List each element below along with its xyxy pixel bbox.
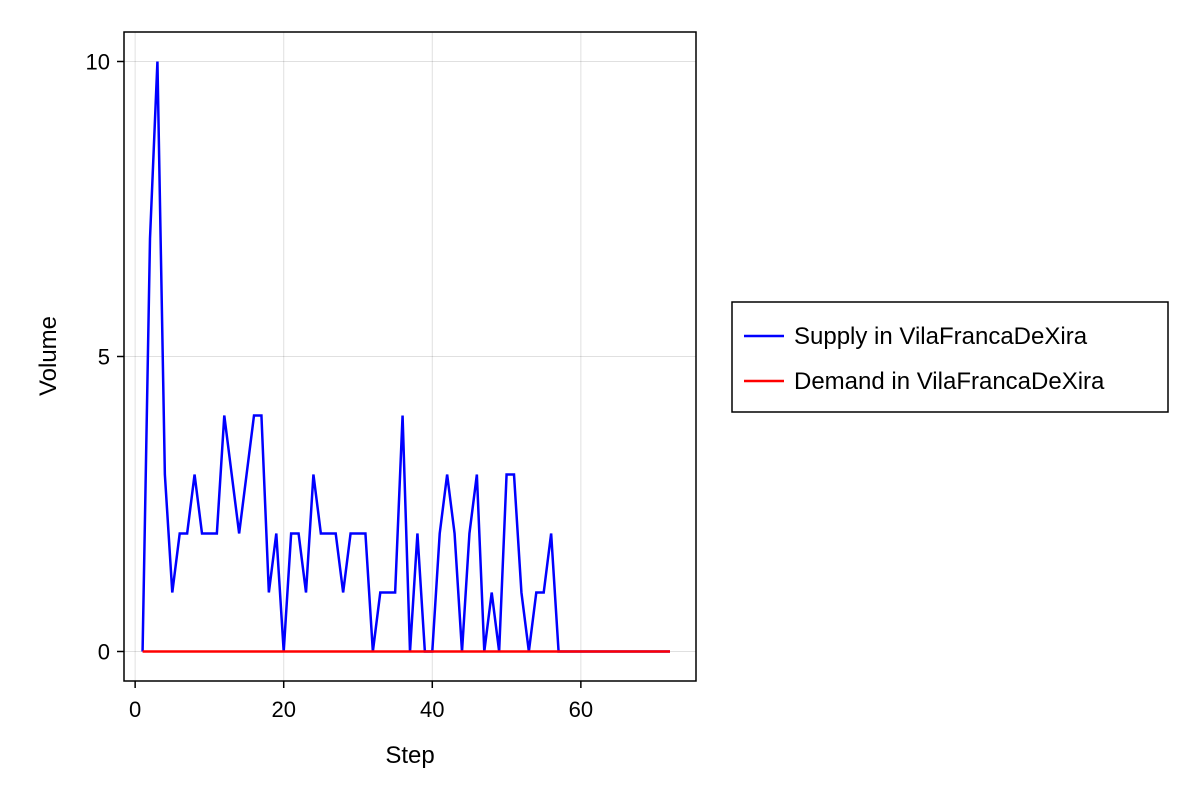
- y-tick-label: 0: [98, 640, 110, 665]
- x-tick-label: 40: [420, 697, 444, 722]
- series-layer: [141, 61, 670, 653]
- y-axis: 0 5 10: [86, 50, 124, 665]
- y-tick-label: 10: [86, 50, 110, 75]
- legend-box: [731, 301, 1169, 413]
- legend-entry: Demand in VilaFrancaDeXira: [794, 368, 1105, 395]
- y-tick-label: 5: [98, 345, 110, 370]
- legend-entry: Supply in VilaFrancaDeXira: [794, 323, 1088, 350]
- legend: Supply in VilaFrancaDeXira Demand in Vila…: [731, 301, 1169, 413]
- x-axis-label: Step: [385, 742, 434, 769]
- x-tick-label: 60: [569, 697, 593, 722]
- x-axis: 0 20 40 60: [129, 681, 593, 722]
- grid: [124, 32, 696, 681]
- x-tick-label: 20: [271, 697, 295, 722]
- x-tick-label: 0: [129, 697, 141, 722]
- y-axis-label: Volume: [35, 316, 62, 396]
